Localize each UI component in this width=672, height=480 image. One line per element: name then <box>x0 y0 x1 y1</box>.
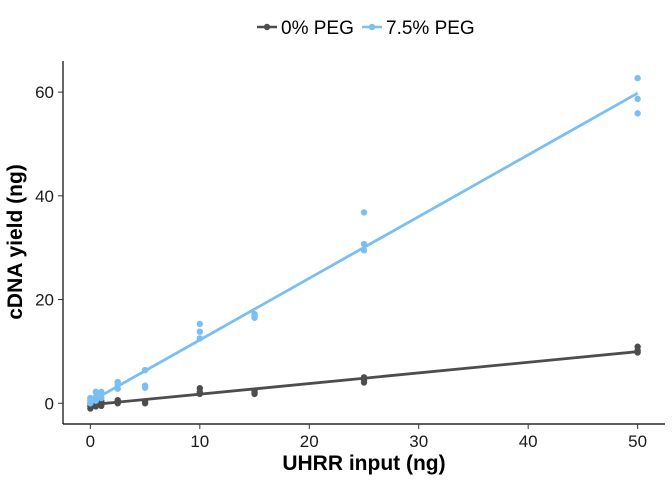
series-0 <box>87 343 641 412</box>
x-tick-label: 40 <box>519 432 538 451</box>
data-point <box>634 74 641 82</box>
series-1 <box>87 74 641 407</box>
x-tick-label: 10 <box>190 432 209 451</box>
legend-key-point-0 <box>263 23 271 31</box>
trend-line <box>89 91 639 403</box>
y-axis-title: cDNA yield (ng) <box>4 164 27 320</box>
plot-area <box>87 74 641 412</box>
data-point <box>141 382 149 389</box>
y-tick-label: 20 <box>35 291 54 310</box>
trend-line <box>90 350 638 407</box>
data-point <box>196 328 204 335</box>
legend-label-0: 0% PEG <box>281 18 354 39</box>
data-point <box>634 343 641 350</box>
y-axis-ticks: 0 20 40 60 <box>35 83 63 413</box>
data-point <box>196 320 204 328</box>
x-tick-label: 30 <box>409 432 428 451</box>
x-axis-ticks: 0 10 20 30 40 50 <box>86 424 647 451</box>
x-axis-title: UHRR input (ng) <box>282 452 445 475</box>
x-tick-label: 20 <box>300 432 319 451</box>
data-point <box>634 95 641 103</box>
legend: 0% PEG 7.5% PEG <box>257 18 475 39</box>
data-point <box>360 209 368 216</box>
legend-key-point-1 <box>368 23 376 31</box>
y-tick-label: 0 <box>45 394 54 413</box>
y-tick-label: 40 <box>35 187 54 206</box>
data-point <box>251 310 258 318</box>
y-tick-label: 60 <box>35 83 54 102</box>
data-point <box>92 388 100 396</box>
data-point <box>196 385 204 392</box>
data-point <box>114 378 121 386</box>
x-tick-label: 50 <box>628 432 647 451</box>
legend-label-1: 7.5% PEG <box>386 18 475 39</box>
x-tick-label: 0 <box>86 432 95 451</box>
data-point <box>634 110 641 117</box>
